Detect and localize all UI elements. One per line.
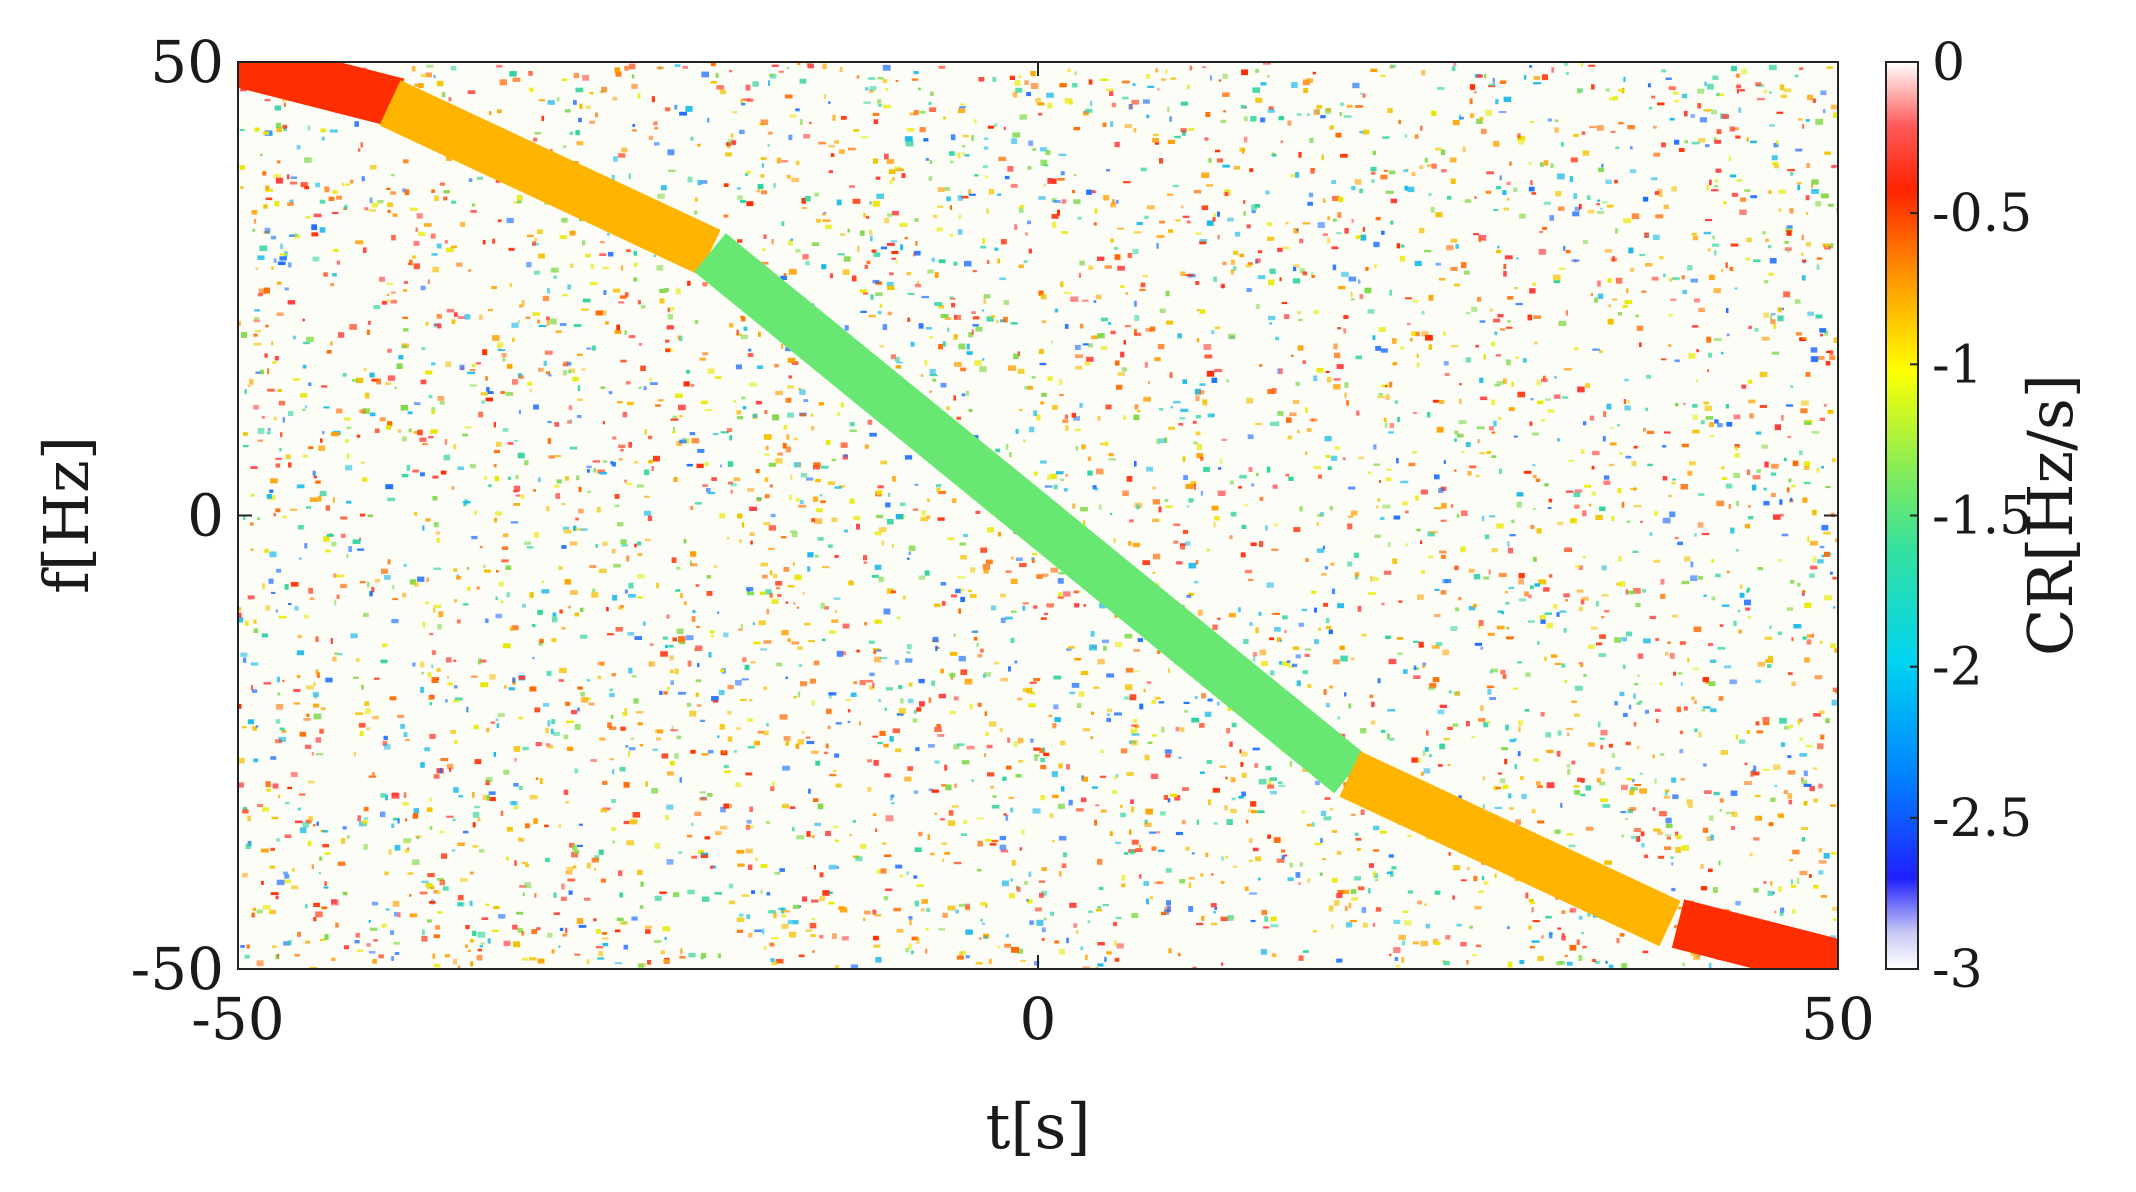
- y-tick-label: 50: [150, 28, 224, 96]
- colorbar-tick-label: -3: [1932, 940, 1983, 1000]
- y-tick-label: 0: [187, 482, 224, 550]
- ridge-segment: [1671, 899, 1838, 969]
- ridge-segment: [694, 233, 1366, 794]
- colorbar-tick-label: -2.5: [1932, 789, 2032, 849]
- x-axis-ticks: -50 0 50: [191, 62, 1875, 1053]
- colorbar-tick-label: -2: [1932, 638, 1983, 698]
- x-axis-label: t[s]: [985, 1090, 1090, 1163]
- x-tick-label: -50: [191, 985, 284, 1053]
- ridge-segment: [238, 62, 405, 127]
- x-tick-label: 0: [1020, 985, 1057, 1053]
- y-axis-ticks: 50 0 -50: [131, 28, 1838, 1003]
- colorbar-tick-label: -1.5: [1932, 487, 2032, 547]
- colorbar-ticks: 0 -0.5 -1 -1.5 -2 -2.5 -3: [1910, 33, 2032, 1000]
- ridge-segment: [379, 80, 721, 276]
- y-tick-label: -50: [131, 935, 224, 1003]
- ridge-segment: [1339, 751, 1681, 947]
- colorbar-tick-label: -1: [1932, 335, 1983, 395]
- colorbar-tick-label: 0: [1932, 33, 1965, 93]
- x-tick-label: 50: [1801, 985, 1875, 1053]
- colorbar-tick-label: -0.5: [1932, 184, 2032, 244]
- ridge: [238, 62, 1838, 969]
- y-axis-label: f[Hz]: [30, 436, 103, 594]
- noise-field: [238, 62, 1838, 969]
- colorbar-label: CR[Hz/s]: [2014, 374, 2087, 656]
